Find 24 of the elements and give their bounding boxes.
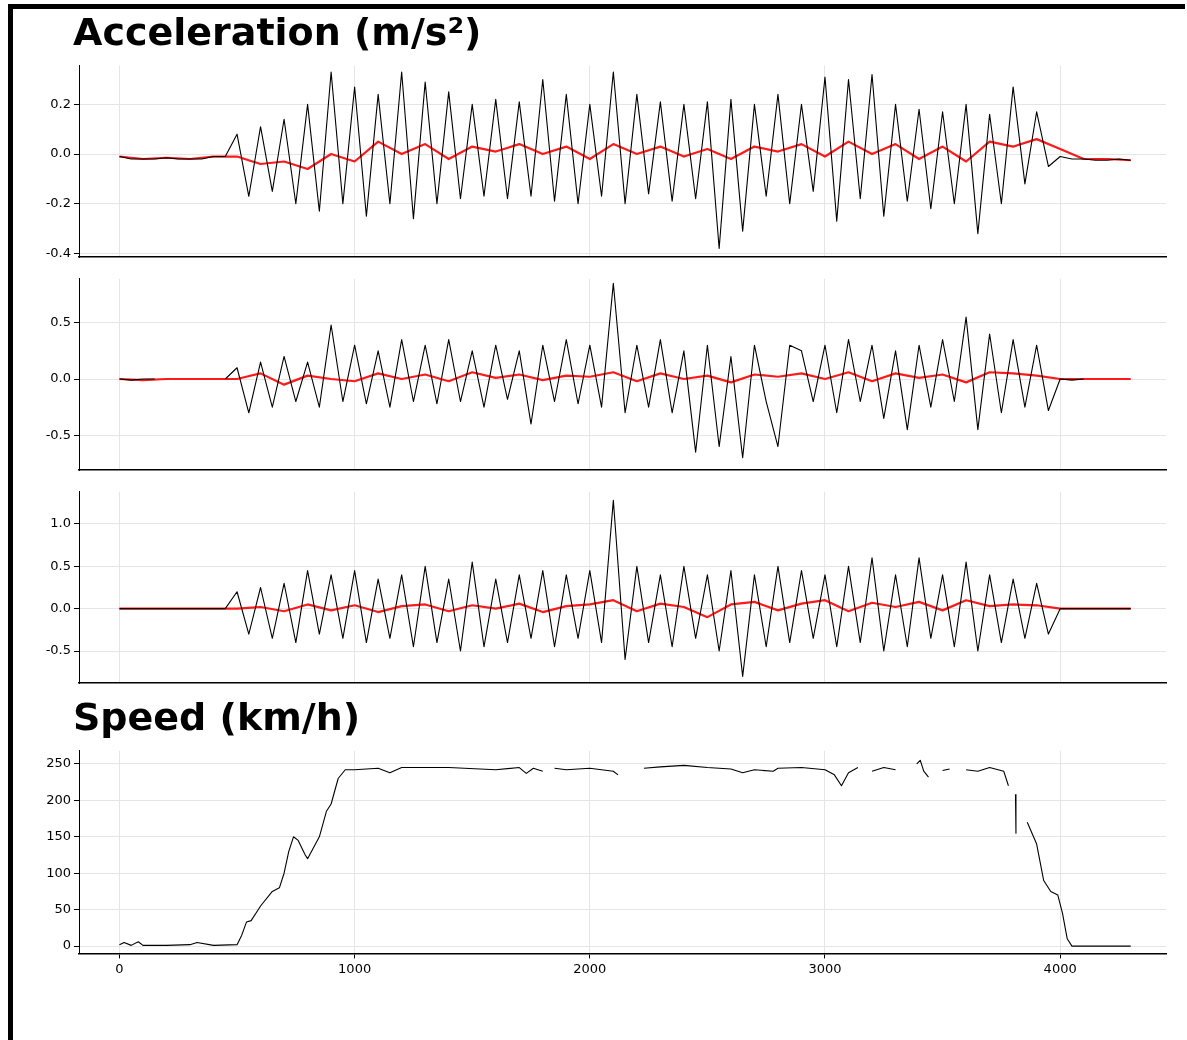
x-tick-label: 3000	[808, 960, 842, 976]
chart-title: Acceleration (m/s²)	[72, 9, 483, 55]
y-tick-label: 0.5	[50, 314, 71, 330]
y-tick-label: 0.0	[50, 370, 71, 386]
x-tick-label: 1000	[338, 960, 372, 976]
y-tick-label: 0.0	[50, 600, 71, 616]
y-tick-label: 250	[46, 755, 71, 771]
y-tick-label: 0.0	[50, 145, 71, 161]
y-tick-label: 50	[54, 901, 71, 917]
y-tick-label: 0.5	[50, 557, 71, 573]
y-tick-label: 1.0	[50, 515, 71, 531]
y-tick-label: -0.4	[45, 244, 71, 260]
y-tick-label: -0.5	[45, 642, 71, 658]
y-tick-label: 100	[46, 864, 71, 880]
y-tick-label: 150	[46, 828, 71, 844]
x-tick-label: 2000	[573, 960, 607, 976]
x-tick-label: 4000	[1043, 960, 1077, 976]
y-tick-label: -0.5	[45, 426, 71, 442]
x-tick-label: 0	[115, 960, 124, 976]
y-tick-label: 0.2	[50, 95, 71, 111]
y-tick-label: 0	[62, 937, 71, 953]
y-tick-label: 200	[46, 791, 71, 807]
y-tick-label: -0.2	[45, 195, 71, 211]
chart-title: Speed (km/h)	[72, 694, 362, 740]
